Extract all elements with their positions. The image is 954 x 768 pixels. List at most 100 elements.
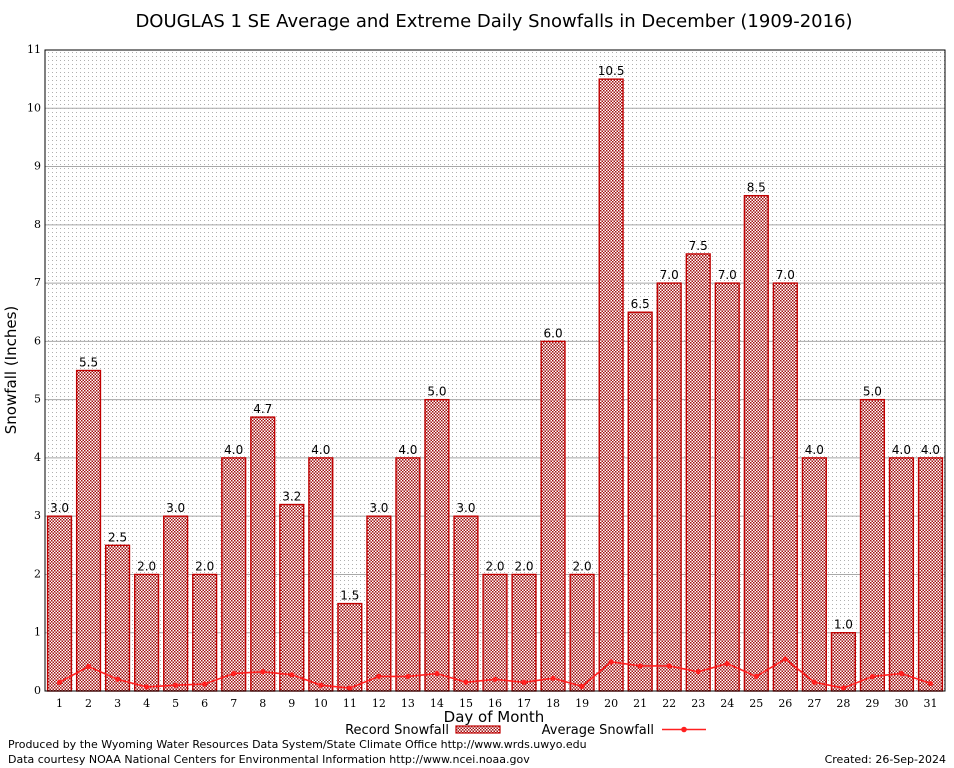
average-point [114, 676, 121, 682]
x-tick-label: 25 [749, 697, 763, 710]
average-point [753, 673, 759, 680]
average-point [550, 675, 556, 681]
bar-day-11 [337, 602, 363, 692]
data-label: 8.5 [747, 181, 766, 195]
data-label: 10.5 [598, 64, 625, 78]
bar-day-23 [685, 253, 711, 692]
bar-day-28 [830, 632, 856, 692]
y-tick-label: 3 [34, 509, 41, 522]
x-tick-label: 27 [807, 697, 821, 710]
x-tick-label: 22 [662, 697, 676, 710]
average-point [579, 683, 585, 689]
average-point [260, 669, 266, 675]
average-point [782, 656, 788, 662]
bar-day-17 [511, 573, 537, 692]
footer-created: Created: 26-Sep-2024 [825, 753, 946, 766]
average-point [637, 663, 643, 669]
x-tick-label: 6 [201, 697, 208, 710]
average-point [840, 685, 846, 691]
bar-day-4 [134, 573, 160, 692]
y-tick-label: 9 [34, 160, 41, 173]
x-tick-label: 3 [114, 697, 121, 710]
x-tick-label: 16 [488, 697, 502, 710]
average-point [695, 669, 701, 675]
data-label: 6.5 [631, 297, 650, 311]
x-ticks: 1 2 3 4 5 6 7 8 9 10 11 12 13 14 15 16 17 18 19 20 21 22 23 24 2… [56, 697, 937, 710]
bar-day-6 [192, 573, 218, 692]
bar-day-30 [888, 457, 915, 692]
bar-day-29 [859, 398, 886, 692]
data-label: 4.0 [921, 443, 940, 457]
x-axis-label: Day of Month [444, 708, 545, 726]
average-point [405, 673, 411, 680]
data-label: 4.0 [892, 443, 911, 457]
x-tick-label: 26 [778, 697, 792, 710]
data-label: 3.0 [50, 501, 69, 515]
bar-day-26 [772, 282, 798, 692]
data-label: 4.0 [398, 443, 417, 457]
y-axis-label: Snowfall (Inches) [2, 306, 20, 434]
x-tick-label: 12 [372, 697, 386, 710]
data-label: 7.0 [776, 268, 795, 282]
x-tick-label: 7 [230, 697, 237, 710]
data-label: 4.0 [224, 443, 243, 457]
data-label: 3.0 [369, 501, 388, 515]
x-tick-label: 29 [865, 697, 879, 710]
average-point [492, 676, 498, 682]
footer-produced-by: Produced by the Wyoming Water Resources … [8, 738, 587, 751]
x-tick-label: 1 [56, 697, 63, 710]
bar-day-15 [453, 515, 479, 692]
average-point [434, 670, 440, 677]
bar-day-7 [221, 457, 247, 692]
data-label: 6.0 [544, 326, 563, 340]
data-label: 7.5 [689, 239, 708, 253]
x-tick-label: 2 [85, 697, 92, 710]
bar-day-5 [163, 515, 189, 692]
data-label: 2.0 [137, 559, 156, 573]
y-tick-label: 11 [27, 43, 41, 56]
x-tick-label: 10 [314, 697, 328, 710]
data-label: 2.5 [108, 530, 127, 544]
plot-frame [44, 49, 946, 692]
y-tick-label: 0 [34, 684, 41, 697]
data-label: 3.0 [166, 501, 185, 515]
average-point [347, 685, 353, 691]
legend-record-label: Record Snowfall [345, 723, 449, 738]
y-tick-label: 2 [34, 567, 41, 580]
bar-day-12 [366, 515, 392, 692]
y-tick-label: 8 [34, 218, 41, 231]
x-tick-label: 24 [720, 697, 734, 710]
average-point [666, 663, 672, 669]
data-label: 3.2 [282, 490, 301, 504]
y-tick-label: 6 [34, 334, 41, 347]
y-tick-label: 4 [34, 451, 41, 464]
legend-average-label: Average Snowfall [542, 723, 654, 738]
y-tick-label: 1 [34, 626, 41, 639]
bar-day-9 [279, 503, 305, 692]
bar-day-31 [917, 457, 944, 692]
average-point [463, 679, 469, 685]
y-tick-label: 10 [27, 101, 41, 114]
average-point [85, 663, 92, 670]
bars [46, 78, 944, 692]
legend-record-swatch [455, 725, 501, 734]
data-label: 2.0 [514, 559, 533, 573]
y-tick-label: 5 [34, 393, 41, 406]
data-label: 2.0 [195, 559, 214, 573]
x-tick-label: 20 [604, 697, 618, 710]
data-label: 4.0 [311, 443, 330, 457]
x-tick-label: 13 [401, 697, 415, 710]
bar-day-24 [714, 282, 740, 692]
x-tick-label: 31 [923, 697, 937, 710]
x-tick-label: 5 [172, 697, 179, 710]
average-point [376, 673, 382, 680]
average-point [927, 680, 934, 687]
x-tick-label: 19 [575, 697, 589, 710]
average-point [869, 673, 876, 680]
data-label: 4.0 [805, 443, 824, 457]
bar-day-18 [540, 340, 566, 692]
bar-day-8 [250, 416, 276, 692]
bar-day-10 [308, 457, 334, 692]
average-point [318, 682, 324, 688]
